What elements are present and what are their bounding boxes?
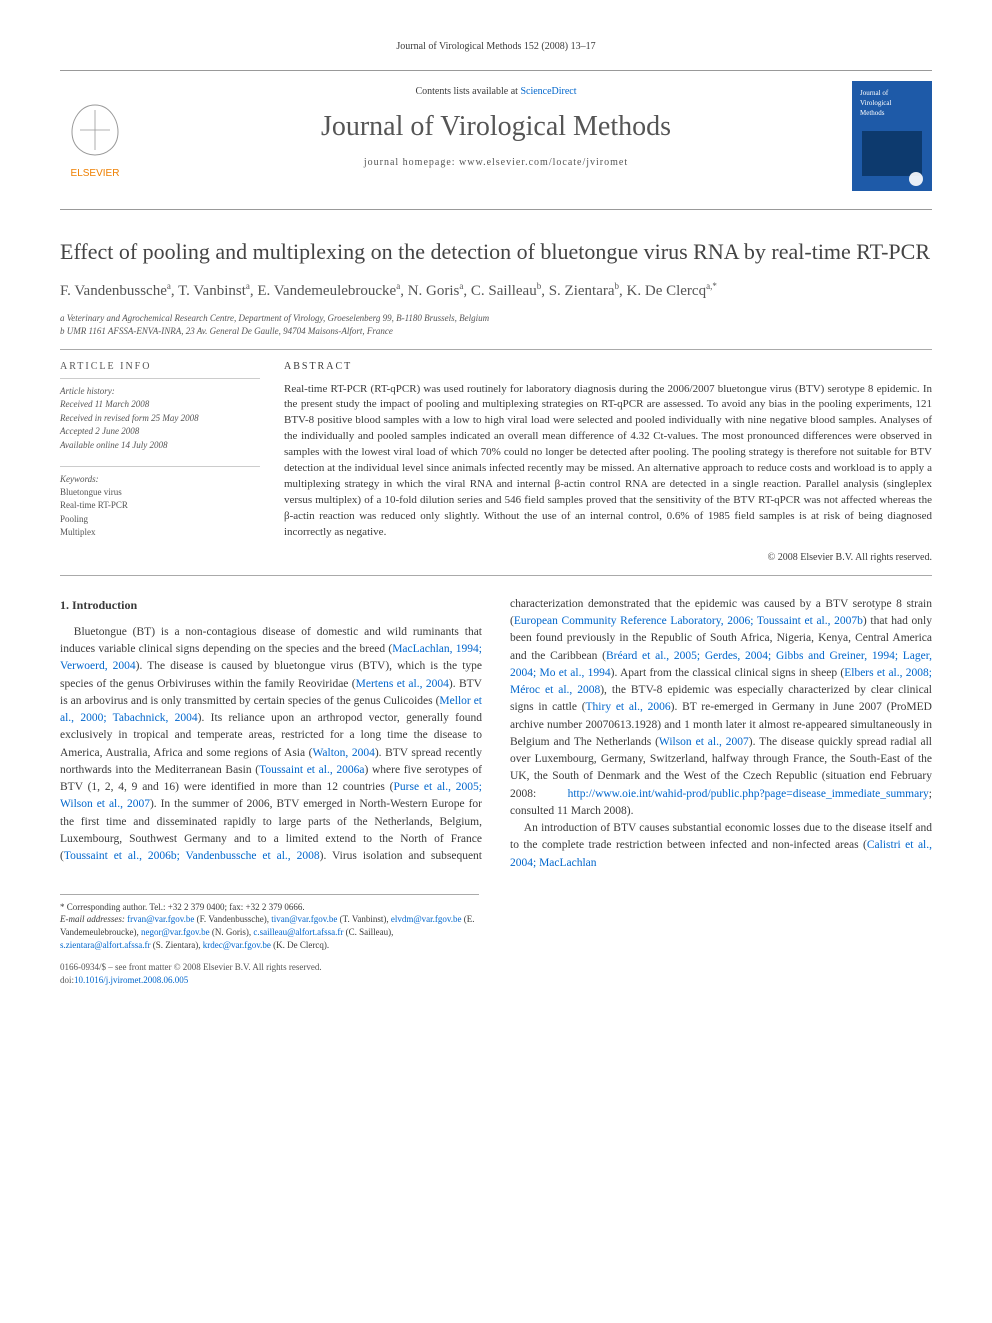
contents-prefix: Contents lists available at <box>415 86 520 97</box>
svg-text:Virological: Virological <box>860 99 892 107</box>
keyword: Pooling <box>60 513 260 527</box>
section-heading-introduction: 1. Introduction <box>60 596 482 614</box>
homepage-url[interactable]: www.elsevier.com/locate/jviromet <box>459 157 628 168</box>
citation-link[interactable]: Mertens et al., 2004 <box>356 678 449 690</box>
corresponding-author-footnote: * Corresponding author. Tel.: +32 2 379 … <box>60 894 479 951</box>
journal-masthead: ELSEVIER Journal of Virological Methods … <box>60 70 932 210</box>
article-body: 1. Introduction Bluetongue (BT) is a non… <box>60 596 932 872</box>
abstract-column: ABSTRACT Real-time RT-PCR (RT-qPCR) was … <box>284 360 932 565</box>
author-list: F. Vandenbusschea, T. Vanbinsta, E. Vand… <box>60 280 932 302</box>
corresponding-author-line: * Corresponding author. Tel.: +32 2 379 … <box>60 901 479 914</box>
doi-label: doi: <box>60 975 74 985</box>
elsevier-logo: ELSEVIER <box>60 100 130 180</box>
history-line: Accepted 2 June 2008 <box>60 425 260 439</box>
keyword: Real-time RT-PCR <box>60 499 260 513</box>
svg-text:Methods: Methods <box>860 109 885 117</box>
article-info-column: ARTICLE INFO Article history: Received 1… <box>60 360 260 565</box>
article-history-label: Article history: <box>60 385 260 399</box>
abstract-copyright: © 2008 Elsevier B.V. All rights reserved… <box>284 551 932 565</box>
citation-link[interactable]: Toussaint et al., 2006a <box>259 764 364 776</box>
citation-link[interactable]: Toussaint et al., 2006b; Vandenbussche e… <box>64 850 320 862</box>
citation-link[interactable]: European Community Reference Laboratory,… <box>514 615 863 627</box>
email-author-name: (C. Sailleau), <box>346 927 394 937</box>
email-author-name: (K. De Clercq). <box>273 940 329 950</box>
history-line: Received in revised form 25 May 2008 <box>60 412 260 426</box>
divider <box>60 349 932 350</box>
email-addresses-label: E-mail addresses: <box>60 914 127 924</box>
email-link[interactable]: tivan@var.fgov.be <box>271 914 337 924</box>
email-link[interactable]: krdec@var.fgov.be <box>203 940 271 950</box>
email-link[interactable]: s.zientara@alfort.afssa.fr <box>60 940 151 950</box>
email-link[interactable]: elvdm@var.fgov.be <box>391 914 462 924</box>
abstract-label: ABSTRACT <box>284 360 932 374</box>
affiliations: a Veterinary and Agrochemical Research C… <box>60 312 932 339</box>
history-line: Received 11 March 2008 <box>60 398 260 412</box>
citation-link[interactable]: Thiry et al., 2006 <box>586 701 671 713</box>
journal-cover-thumbnail: Journal of Virological Methods <box>852 81 932 191</box>
abstract-text: Real-time RT-PCR (RT-qPCR) was used rout… <box>284 382 932 541</box>
email-link[interactable]: c.sailleau@alfort.afssa.fr <box>253 927 343 937</box>
sciencedirect-link[interactable]: ScienceDirect <box>520 86 576 97</box>
citation-link[interactable]: Wilson et al., 2007 <box>659 736 749 748</box>
external-url-link[interactable]: http://www.oie.int/wahid-prod/public.php… <box>568 788 929 800</box>
keywords-label: Keywords: <box>60 473 260 486</box>
issn-copyright-line: 0166-0934/$ – see front matter © 2008 El… <box>60 961 932 974</box>
keyword: Bluetongue virus <box>60 486 260 500</box>
running-head-citation: Journal of Virological Methods 152 (2008… <box>60 40 932 54</box>
divider <box>60 575 932 576</box>
email-author-name: (F. Vandenbussche), <box>197 914 272 924</box>
homepage-prefix: journal homepage: <box>364 157 459 168</box>
email-author-name: (T. Vanbinst), <box>340 914 391 924</box>
elsevier-wordmark: ELSEVIER <box>71 168 120 179</box>
article-title: Effect of pooling and multiplexing on th… <box>60 238 932 266</box>
doi-link[interactable]: 10.1016/j.jviromet.2008.06.005 <box>74 975 188 985</box>
email-author-name: (N. Goris), <box>212 927 254 937</box>
journal-homepage-line: journal homepage: www.elsevier.com/locat… <box>60 156 932 170</box>
email-link[interactable]: frvan@var.fgov.be <box>127 914 194 924</box>
keyword: Multiplex <box>60 526 260 540</box>
email-author-name: (S. Zientara), <box>153 940 203 950</box>
affiliation-line: a Veterinary and Agrochemical Research C… <box>60 312 932 326</box>
journal-title: Journal of Virological Methods <box>60 107 932 146</box>
email-link[interactable]: negor@var.fgov.be <box>141 927 210 937</box>
page-footer: 0166-0934/$ – see front matter © 2008 El… <box>60 961 932 986</box>
history-line: Available online 14 July 2008 <box>60 439 260 453</box>
svg-text:Journal of: Journal of <box>860 89 889 97</box>
affiliation-line: b UMR 1161 AFSSA-ENVA-INRA, 23 Av. Gener… <box>60 325 932 339</box>
article-info-label: ARTICLE INFO <box>60 360 260 374</box>
citation-link[interactable]: Walton, 2004 <box>312 747 374 759</box>
contents-available-line: Contents lists available at ScienceDirec… <box>60 85 932 99</box>
intro-paragraph-2: An introduction of BTV causes substantia… <box>510 820 932 872</box>
